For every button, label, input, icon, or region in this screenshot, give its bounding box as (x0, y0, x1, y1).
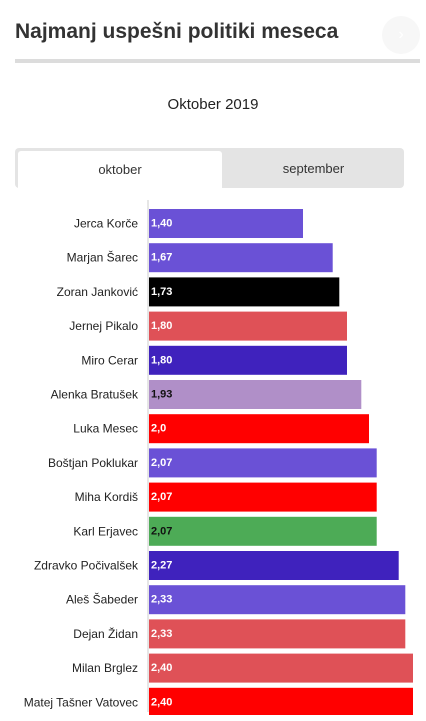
value-label: 1,80 (151, 354, 172, 366)
value-label: 1,80 (151, 320, 172, 332)
category-label: Luka Mesec (73, 422, 138, 436)
value-label: 2,07 (151, 491, 172, 503)
category-label: Miha Kordiš (75, 490, 138, 504)
value-label: 2,07 (151, 457, 172, 469)
value-label: 1,73 (151, 286, 172, 298)
value-label: 2,27 (151, 560, 172, 572)
bar[interactable] (149, 209, 303, 238)
page-title: Najmanj uspešni politiki meseca (15, 20, 339, 43)
bar[interactable] (149, 551, 399, 580)
value-label: 1,93 (151, 389, 172, 401)
category-label: Boštjan Poklukar (48, 456, 138, 470)
value-label: 1,40 (151, 218, 172, 230)
bar[interactable] (149, 516, 377, 546)
header-divider (15, 59, 420, 63)
bar[interactable] (149, 311, 347, 341)
header: Najmanj uspešni politiki meseca › (15, 14, 420, 63)
value-label: 2,40 (151, 662, 172, 674)
bar[interactable] (149, 448, 377, 478)
bar[interactable] (149, 619, 406, 649)
tab-oktober[interactable]: oktober (18, 151, 222, 188)
bar-chart: Jerca Korče 1,40 Marjan Šarec 1,67 Zoran Jan… (24, 200, 413, 715)
value-label: 2,0 (151, 423, 166, 435)
tab-september[interactable]: september (282, 160, 345, 176)
value-label: 2,40 (151, 696, 172, 708)
bar[interactable] (149, 380, 362, 409)
bar[interactable] (149, 345, 347, 375)
value-label: 1,67 (151, 252, 172, 264)
bar[interactable] (149, 482, 377, 512)
category-label: Matej Tašner Vatovec (24, 695, 138, 709)
category-label: Zdravko Počivalšek (34, 559, 139, 573)
chart-title: Oktober 2019 (167, 96, 259, 113)
bar[interactable] (149, 243, 333, 273)
bar[interactable] (149, 414, 369, 444)
bar[interactable] (149, 277, 340, 307)
bar[interactable] (149, 687, 413, 715)
category-label: Alenka Bratušek (51, 388, 139, 402)
category-label: Dejan Židan (73, 626, 138, 641)
category-label: Jerca Korče (74, 217, 138, 231)
value-label: 2,33 (151, 594, 172, 606)
category-label: Marjan Šarec (67, 250, 138, 265)
bar[interactable] (149, 653, 413, 683)
category-label: Zoran Janković (57, 285, 138, 299)
chevron-icon[interactable]: › (382, 16, 420, 54)
category-label: Miro Cerar (81, 353, 138, 367)
value-label: 2,33 (151, 628, 172, 640)
bar[interactable] (149, 585, 406, 615)
value-label: 2,07 (151, 525, 172, 537)
category-label: Milan Brglez (72, 661, 138, 675)
category-label: Jernej Pikalo (69, 319, 138, 333)
category-label: Aleš Šabeder (66, 592, 138, 607)
month-tabs: oktober september (15, 148, 404, 188)
category-label: Karl Erjavec (73, 524, 138, 538)
